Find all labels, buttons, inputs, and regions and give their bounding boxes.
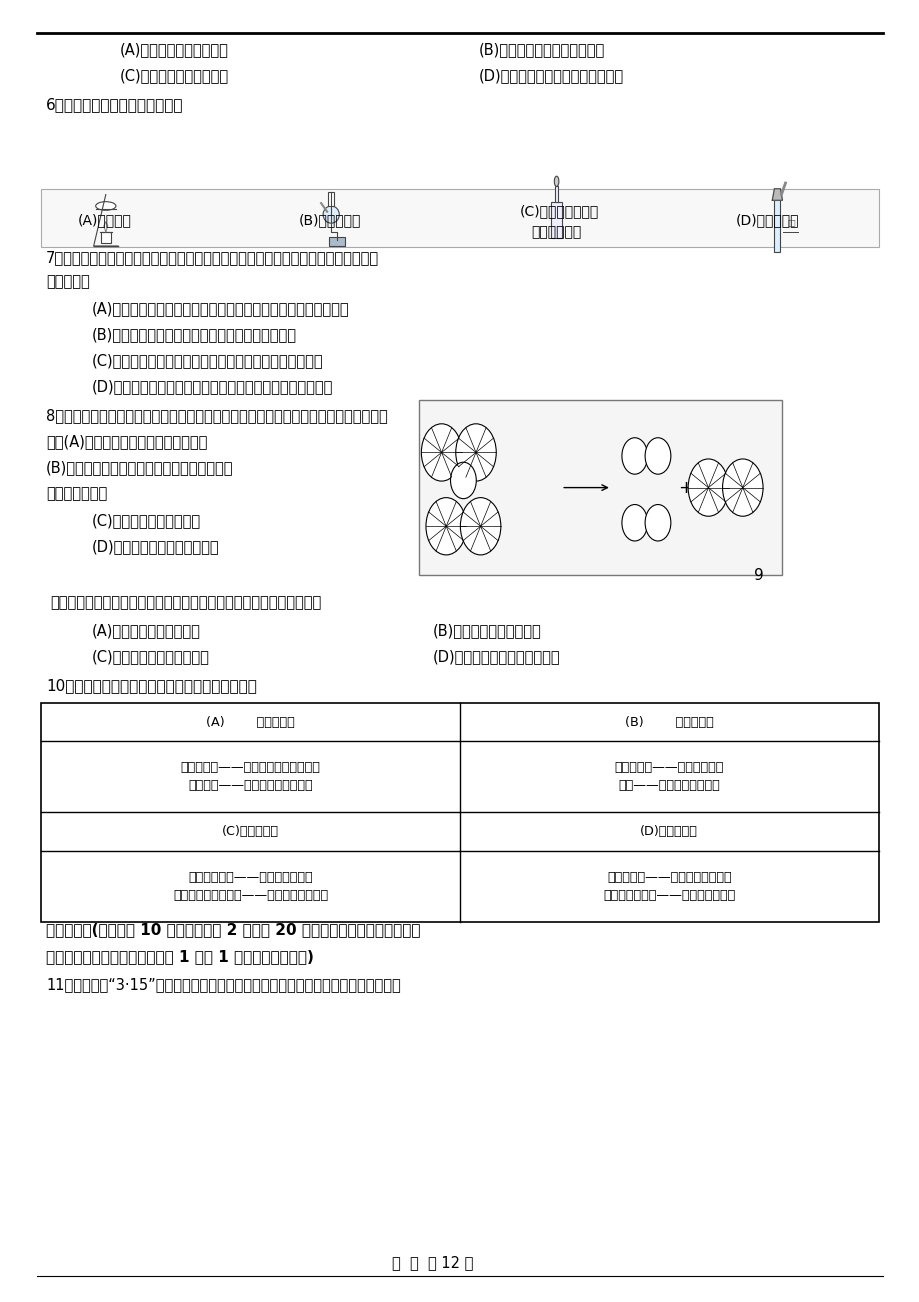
Circle shape: [460, 497, 500, 555]
Text: (A)用汽油洗去手上的油污: (A)用汽油洗去手上的油污: [119, 42, 228, 57]
Text: 11．今年央视“3·15”特别节目曝光，某品牌肉制品中含有有毒物质瘦肉精。某种瘦肉: 11．今年央视“3·15”特别节目曝光，某品牌肉制品中含有有毒物质瘦肉精。某种瘦…: [46, 976, 401, 992]
Text: ．化学与人体安康的关系格外亲热。以下做法中不会危及人体安康的是: ．化学与人体安康的关系格外亲热。以下做法中不会危及人体安康的是: [51, 595, 322, 611]
Text: (A)        化学与安全: (A) 化学与安全: [206, 716, 295, 729]
Text: (C)该反响类型为分解反响: (C)该反响类型为分解反响: [92, 513, 201, 529]
Circle shape: [421, 423, 461, 480]
Text: (C)不同的花儿有不同的香味，是由于不同的分子性质不同: (C)不同的花儿有不同的香味，是由于不同的分子性质不同: [92, 353, 323, 368]
Bar: [101, 232, 110, 243]
Text: (B)用洗洁精洗去餐具上的油污: (B)用洗洁精洗去餐具上的油污: [478, 42, 604, 57]
Bar: [550, 202, 562, 238]
Text: (C)化学与生活: (C)化学与生活: [222, 825, 278, 838]
Text: 误的选项是: 误的选项是: [46, 273, 90, 289]
Text: (B)氧气加压后变成液氧，是由于分子间的间隔变小: (B)氧气加压后变成液氧，是由于分子间的间隔变小: [92, 327, 297, 342]
Bar: [418, 400, 781, 575]
Text: 直接插回原瓶: 直接插回原瓶: [531, 225, 582, 238]
Text: (A)蕎发结晶: (A)蕎发结晶: [78, 214, 132, 227]
Text: (B)用过量添加剖增白面粉: (B)用过量添加剖增白面粉: [432, 622, 540, 638]
Bar: [329, 237, 345, 246]
Text: (B)检查气密性: (B)检查气密性: [299, 214, 361, 227]
Circle shape: [425, 497, 466, 555]
Ellipse shape: [323, 206, 339, 223]
Circle shape: [721, 458, 762, 516]
Bar: [41, 189, 878, 247]
Text: 重金属中毒——喝鲜牛奶、豆浆等解毒
煤气泄漏——关闭气阀、严禁烟火: 重金属中毒——喝鲜牛奶、豆浆等解毒 煤气泄漏——关闭气阀、严禁烟火: [180, 762, 321, 793]
Text: 8．以下图为某反响的微观示意图，不同的球代表不同元素的原子。以下说法中错误的选: 8．以下图为某反响的微观示意图，不同的球代表不同元素的原子。以下说法中错误的选: [46, 408, 387, 423]
Circle shape: [455, 423, 495, 480]
Circle shape: [621, 437, 647, 474]
Text: 7．建立宏观与微观的联系是化学独特的思维方式。以下对于宏观现象的微观解释中错: 7．建立宏观与微观的联系是化学独特的思维方式。以下对于宏观现象的微观解释中错: [46, 250, 379, 266]
Text: 10．以下对某一主题的学问归纳，有错误的选项是: 10．以下对某一主题的学问归纳，有错误的选项是: [46, 678, 256, 694]
Ellipse shape: [96, 202, 116, 210]
Text: +: +: [677, 479, 692, 496]
Text: (D)化学与材料: (D)化学与材料: [640, 825, 698, 838]
Text: (C)用酒精洗去试管中的砘: (C)用酒精洗去试管中的砘: [119, 68, 229, 83]
Text: (D)用稀盐酸洗去铁制品外表的铁锈: (D)用稀盐酸洗去铁制品外表的铁锈: [478, 68, 623, 83]
Circle shape: [644, 437, 670, 474]
Text: 糖类、油脂——组成元素一样
缺铁——会引发缺铁性贫血: 糖类、油脂——组成元素一样 缺铁——会引发缺铁性贫血: [614, 762, 723, 793]
Text: 项是(A)该反响的反响物可能属于氧化物: 项是(A)该反响的反响物可能属于氧化物: [46, 434, 207, 449]
Ellipse shape: [554, 176, 558, 186]
Text: 二、选择题(此题包括 10 个小题，每题 2 分，共 20 分。每题有一个或两个选项符: 二、选择题(此题包括 10 个小题，每题 2 分，共 20 分。每题有一个或两个…: [46, 922, 420, 937]
Text: (C)滴管用后不洗涂: (C)滴管用后不洗涂: [519, 204, 598, 217]
Text: (C)用小苏打做糕点的疏松剖: (C)用小苏打做糕点的疏松剖: [92, 648, 210, 664]
Bar: [774, 201, 779, 251]
Text: (B)不考虑反响条件时，该图示可以表示双氧水: (B)不考虑反响条件时，该图示可以表示双氧水: [46, 460, 233, 475]
Bar: [554, 186, 558, 202]
Polygon shape: [772, 189, 781, 201]
Text: 9: 9: [754, 568, 764, 583]
Text: (A)用甲醉浸泡海产品保鲜: (A)用甲醉浸泡海产品保鲜: [92, 622, 200, 638]
Text: 桌面: 桌面: [787, 220, 795, 227]
Bar: [41, 703, 878, 922]
Circle shape: [450, 462, 476, 499]
Bar: [328, 191, 334, 206]
Text: 水泥、玻璃——都属于硅酸盐材料
玻璃钐、铝合金——都属于复合材料: 水泥、玻璃——都属于硅酸盐材料 玻璃钐、铝合金——都属于复合材料: [603, 871, 734, 902]
Text: (A)变瘿的乒专球放入热水中能鼓起来，是由于分子受热膨胀变大: (A)变瘿的乒专球放入热水中能鼓起来，是由于分子受热膨胀变大: [92, 301, 349, 316]
Circle shape: [644, 504, 670, 540]
Text: (D)该反响生成物都属于化合物: (D)该反响生成物都属于化合物: [92, 539, 220, 555]
Text: 合题意。假设有两个答案，漏选 1 个扣 1 分，错选则不得分): 合题意。假设有两个答案，漏选 1 个扣 1 分，错选则不得分): [46, 949, 313, 965]
Circle shape: [621, 504, 647, 540]
Text: (D)非吸烟者受到被动吸烟的危害，是由于分子在不断地运动: (D)非吸烟者受到被动吸烟的危害，是由于分子在不断地运动: [92, 379, 333, 395]
Text: (D)塞紧橡皮塞: (D)塞紧橡皮塞: [735, 214, 799, 227]
Text: 6．以下试验操作中错误的选项是: 6．以下试验操作中错误的选项是: [46, 96, 183, 112]
Text: 第  页  共 12 页: 第 页 共 12 页: [391, 1255, 472, 1271]
Text: 蛋白质、淠粉——用砘溶液来鉴别
纯棉织物、纯毛织物——用灸烧气味来鉴别: 蛋白质、淠粉——用砘溶液来鉴别 纯棉织物、纯毛织物——用灸烧气味来鉴别: [173, 871, 328, 902]
Text: (D)用工业盐亚础酸钔腌渍鱼肉: (D)用工业盐亚础酸钔腌渍鱼肉: [432, 648, 560, 664]
Text: (B)        化学与安康: (B) 化学与安康: [624, 716, 713, 729]
Text: 制取氧气的反响: 制取氧气的反响: [46, 486, 108, 501]
Circle shape: [687, 458, 728, 516]
